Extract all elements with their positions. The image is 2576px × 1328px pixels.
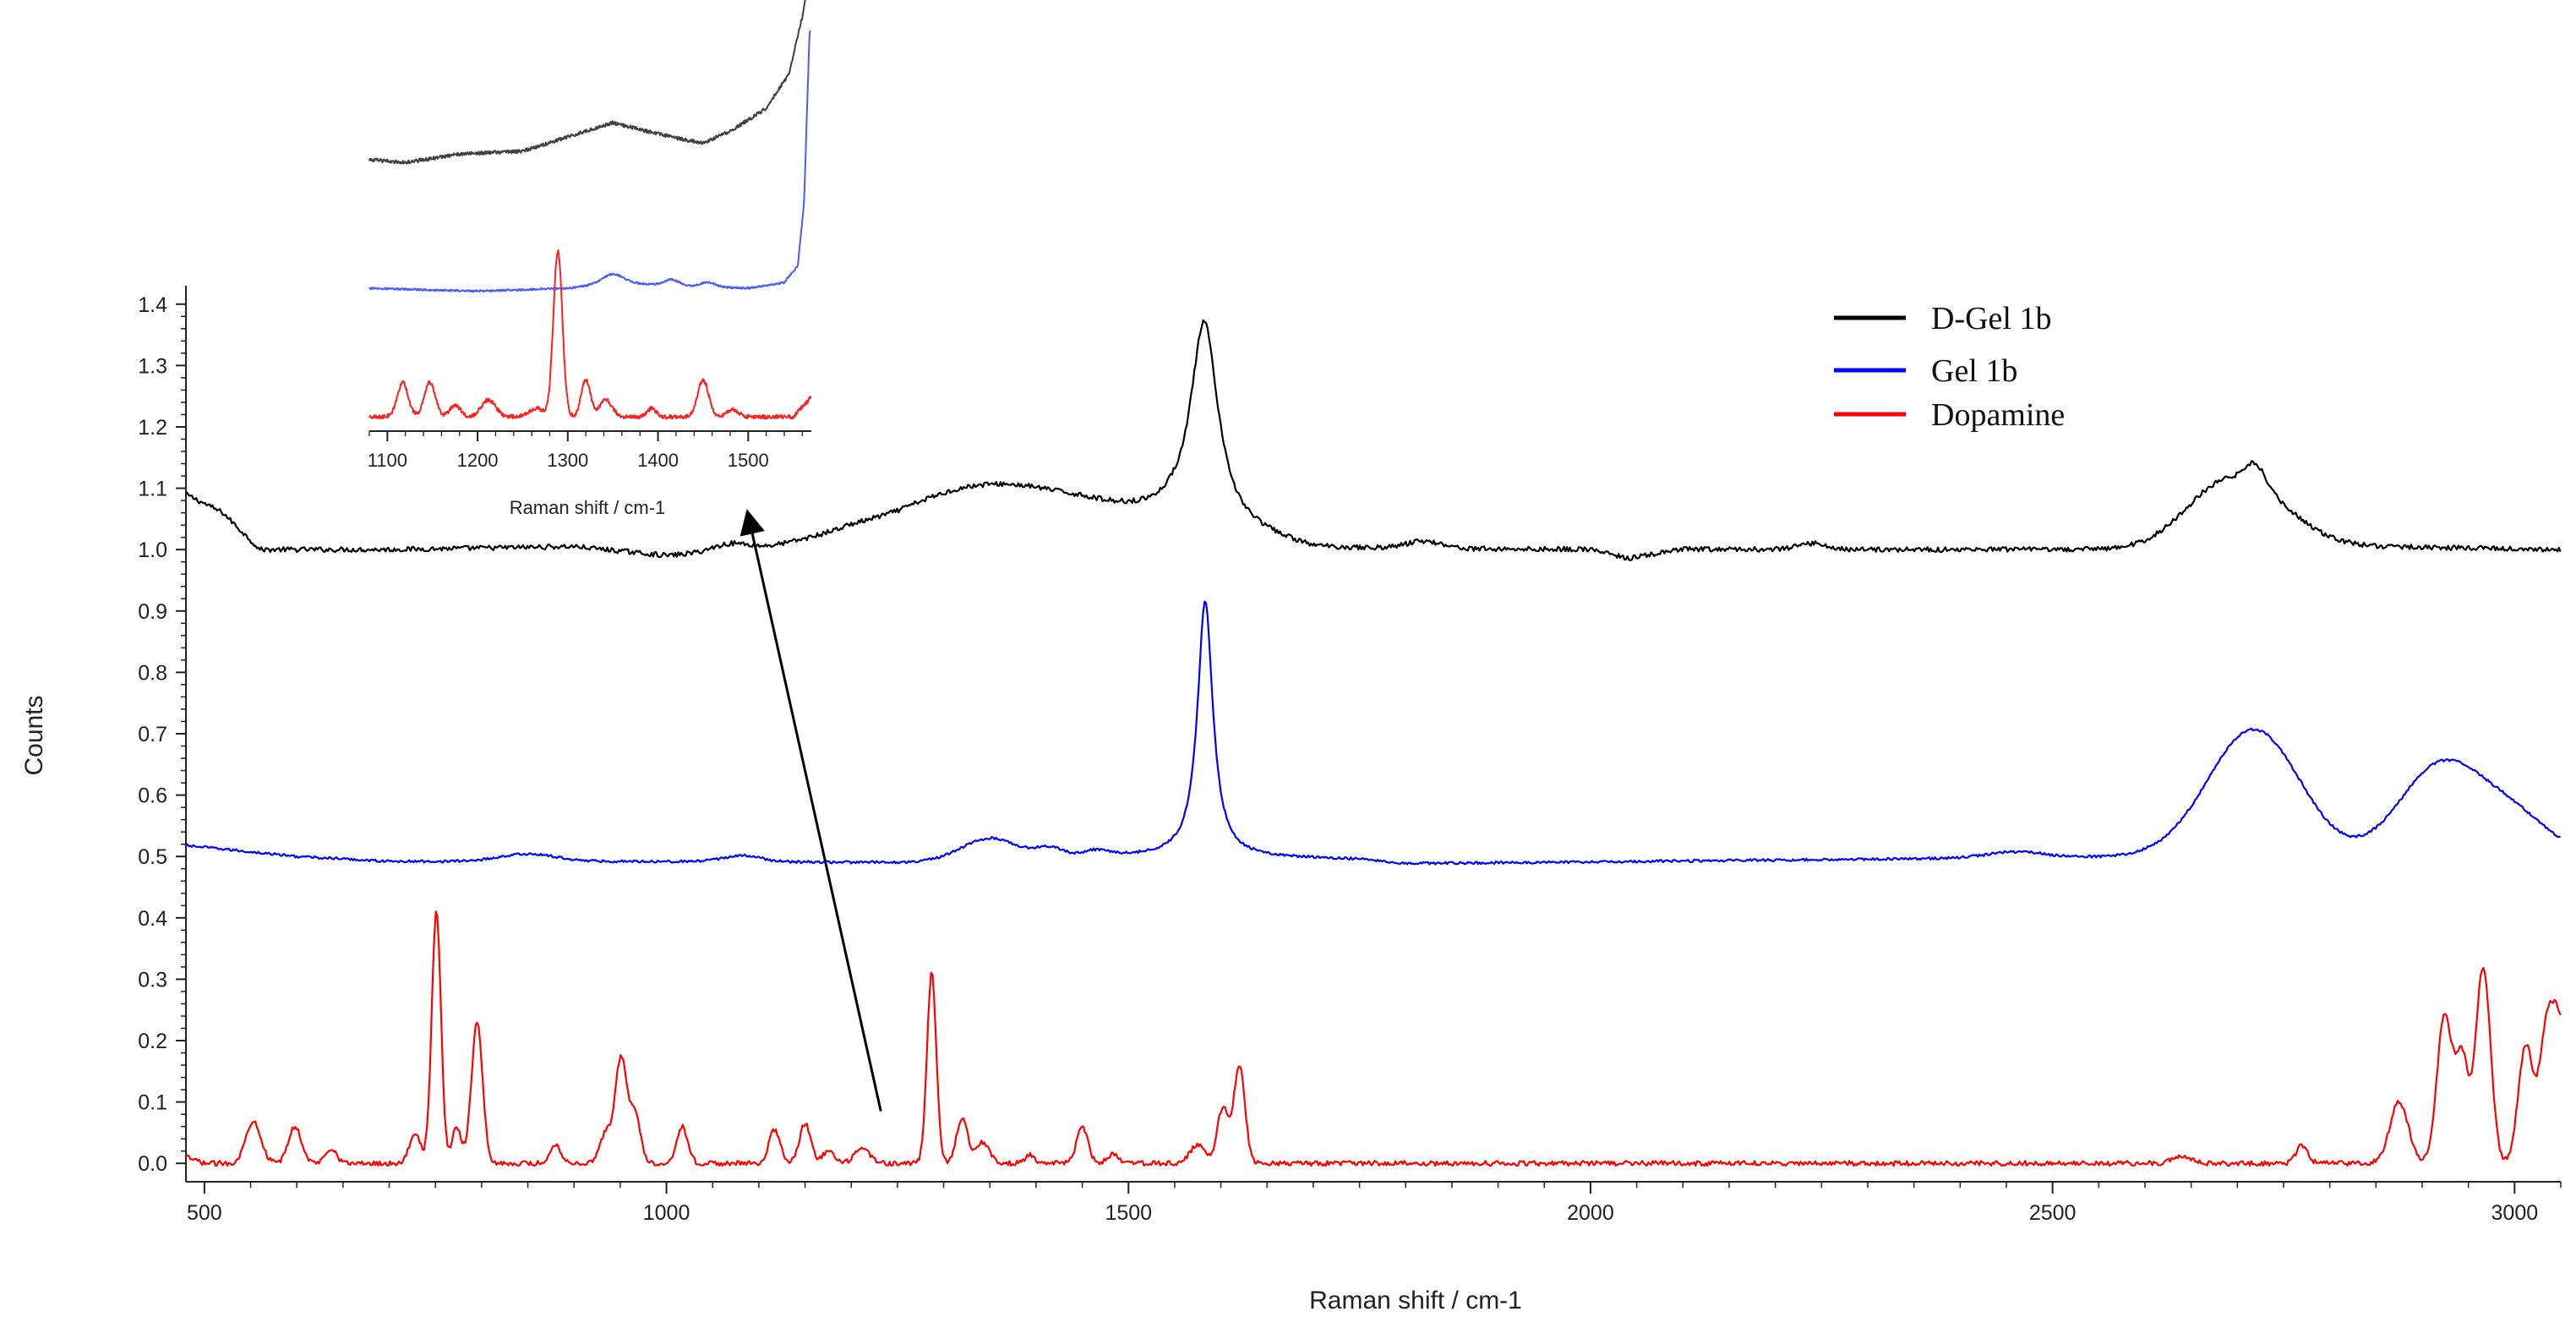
x-tick-label: 3000 <box>2491 1201 2539 1225</box>
series-line-d-gel-1b <box>185 319 2562 561</box>
legend: D-Gel 1b Gel 1b Dopamine <box>1834 301 2065 433</box>
y-tick-label: 0.2 <box>138 1030 167 1053</box>
inset-axes: 1100 1200 1300 1400 1500 <box>368 430 811 471</box>
y-tick-label: 1.2 <box>138 416 167 440</box>
y-tick-label: 0.7 <box>138 723 167 746</box>
y-tick-label: 0.6 <box>138 784 167 808</box>
inset-series-line-0 <box>368 0 806 165</box>
inset-x-tick-label: 1200 <box>457 450 499 471</box>
inset-x-tick-label: 1500 <box>728 450 769 471</box>
y-tick-label: 0.4 <box>138 907 167 931</box>
inset-x-tick-label: 1400 <box>637 450 679 471</box>
x-tick-label: 2000 <box>1567 1201 1614 1225</box>
y-tick-label: 0.9 <box>138 600 167 624</box>
y-tick-label: 0.0 <box>138 1152 167 1176</box>
y-tick-label: 1.0 <box>138 538 167 562</box>
x-tick-label: 500 <box>187 1201 222 1225</box>
y-tick-label: 1.4 <box>138 293 167 317</box>
inset-pointer-arrow <box>740 509 882 1112</box>
y-tick-label: 0.3 <box>138 968 167 992</box>
inset-series-line-1 <box>368 30 811 293</box>
legend-label-gel: Gel 1b <box>1931 353 2017 389</box>
y-tick-label: 1.3 <box>138 354 167 378</box>
x-tick-label: 1000 <box>643 1201 690 1225</box>
x-tick-label: 1500 <box>1105 1201 1152 1225</box>
y-tick-label: 0.8 <box>138 661 167 685</box>
inset-x-tick-label: 1100 <box>368 450 407 471</box>
y-axis-title: Counts <box>20 695 48 775</box>
series-line-gel-1b <box>185 600 2561 866</box>
inset-x-axis-title: Raman shift / cm-1 <box>510 497 666 518</box>
main-axes: 0.0 0.1 0.2 0.3 0.4 0.5 0.6 0.7 0.8 0.9 1.0 1.1 1.2 1… <box>138 286 2562 1225</box>
y-tick-label: 1.1 <box>138 478 167 501</box>
x-tick-label: 2500 <box>2029 1201 2077 1225</box>
inset-series-line-2 <box>368 249 812 420</box>
inset-x-tick-label: 1300 <box>547 450 588 471</box>
x-axis-title: Raman shift / cm-1 <box>1309 1287 1522 1314</box>
legend-label-dopamine: Dopamine <box>1931 397 2065 433</box>
inset-series-group <box>368 0 812 420</box>
legend-label-d-gel: D-Gel 1b <box>1931 301 2051 336</box>
series-line-dopamine <box>185 910 2562 1167</box>
main-series-group <box>185 319 2562 1167</box>
y-tick-label: 0.5 <box>138 845 167 869</box>
y-tick-label: 0.1 <box>138 1091 167 1115</box>
